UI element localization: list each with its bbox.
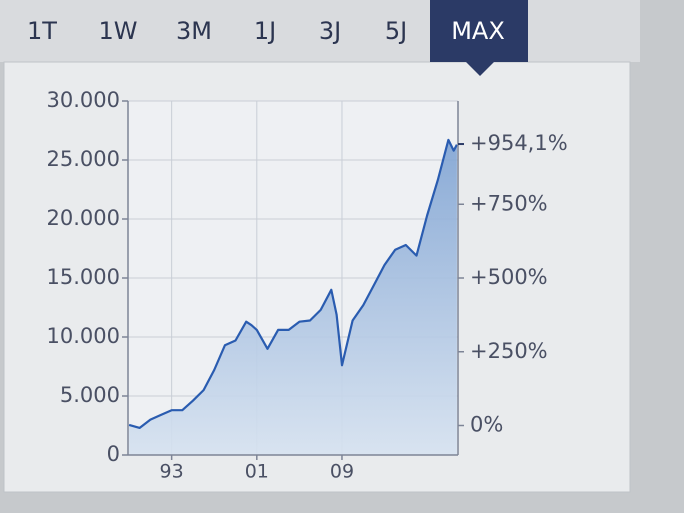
- y-tick-label: 10.000: [47, 324, 120, 348]
- line: [128, 138, 458, 429]
- tab[interactable]: 1W: [99, 17, 138, 45]
- tab-pointer: [466, 62, 494, 76]
- y-tick-label: 5.000: [60, 383, 120, 407]
- tab[interactable]: 1J: [254, 17, 276, 45]
- y-tick-label: 0: [107, 442, 120, 466]
- y2-tick-label: 0%: [470, 413, 503, 437]
- y-tick-label: 30.000: [47, 88, 120, 112]
- y-tick-label: 25.000: [47, 147, 120, 171]
- y2-tick-label: +750%: [470, 191, 548, 215]
- x-tick-label: 01: [245, 461, 269, 483]
- y2-tick-label: +250%: [470, 339, 548, 363]
- tab-selected-bg[interactable]: [430, 0, 528, 62]
- tab[interactable]: 3J: [319, 17, 341, 45]
- x-tick-label: 09: [330, 461, 354, 483]
- y-tick-label: 20.000: [47, 206, 120, 230]
- last-change-label: +954,1%: [470, 131, 568, 155]
- tab[interactable]: 3M: [176, 17, 212, 45]
- x-tick-label: 93: [160, 461, 184, 483]
- tab[interactable]: 1T: [27, 17, 57, 45]
- tab[interactable]: MAX: [451, 17, 505, 45]
- y2-tick-label: +500%: [470, 265, 548, 289]
- tab-bar: [0, 0, 640, 62]
- y-tick-label: 15.000: [47, 265, 120, 289]
- tab[interactable]: 5J: [385, 17, 407, 45]
